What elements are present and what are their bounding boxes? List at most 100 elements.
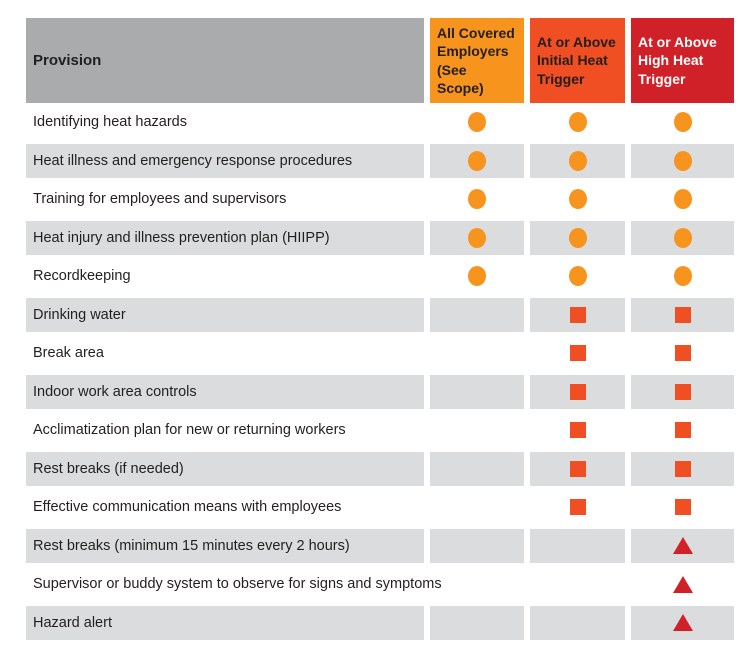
table-row: Acclimatization plan for new or returnin… [26,411,734,450]
circle-marker-icon [568,189,587,210]
circle-marker-icon [468,227,486,248]
provision-label: Heat illness and emergency response proc… [33,152,353,169]
table-row: Break area [26,334,734,373]
circle-marker-icon [568,266,587,287]
marker-cell [430,218,524,257]
marker-cell [631,334,734,373]
circle-marker-icon [568,150,587,171]
marker-cell [530,488,625,527]
square-marker-icon [569,383,586,400]
table-row: Indoor work area controls [26,372,734,411]
marker-cell [430,411,524,450]
square-marker-icon [569,422,586,439]
marker-cell [530,141,625,180]
marker-cell [631,411,734,450]
provision-label: Heat injury and illness prevention plan … [33,229,330,246]
marker-cell [430,334,524,373]
provision-label: Rest breaks (if needed) [33,460,184,477]
provision-cell: Break area [26,334,424,373]
provision-label: Hazard alert [33,614,112,631]
marker-cell [631,180,734,219]
marker-cell [530,565,625,604]
provision-cell: Acclimatization plan for new or returnin… [26,411,424,450]
provision-label: Recordkeeping [33,268,131,285]
header-col-label: At or Above Initial Heat Trigger [537,33,616,87]
marker-cell [631,141,734,180]
marker-cell [430,449,524,488]
table-row: Hazard alert [26,603,734,642]
square-marker-icon [674,383,691,400]
provision-label: Drinking water [33,306,126,323]
square-marker-icon [674,499,691,516]
marker-cell [631,218,734,257]
marker-cell [430,257,524,296]
provision-cell: Indoor work area controls [26,372,424,411]
provision-cell: Heat injury and illness prevention plan … [26,218,424,257]
table-row: Drinking water [26,295,734,334]
triangle-marker-icon [672,575,693,593]
circle-marker-icon [673,112,692,133]
table-row: Recordkeeping [26,257,734,296]
provision-label: Break area [33,345,104,362]
marker-cell [631,488,734,527]
marker-cell [430,488,524,527]
marker-cell [430,103,524,142]
square-marker-icon [569,460,586,477]
circle-marker-icon [468,112,486,133]
provision-cell: Drinking water [26,295,424,334]
table-row: Effective communication means with emplo… [26,488,734,527]
provision-label: Training for employees and supervisors [33,191,287,208]
square-marker-icon [674,345,691,362]
marker-cell [530,449,625,488]
table-header-row: Provision All Covered Employers (See Sco… [26,18,734,103]
header-col-initial-heat-trigger: At or Above Initial Heat Trigger [530,18,625,103]
marker-cell [530,411,625,450]
circle-marker-icon [673,189,692,210]
marker-cell [530,218,625,257]
circle-marker-icon [468,266,486,287]
provision-cell: Effective communication means with emplo… [26,488,424,527]
circle-marker-icon [673,227,692,248]
marker-cell [430,526,524,565]
provision-label: Effective communication means with emplo… [33,499,342,516]
marker-cell [530,603,625,642]
square-marker-icon [674,422,691,439]
square-marker-icon [569,306,586,323]
marker-cell [530,103,625,142]
provision-label: Supervisor or buddy system to observe fo… [33,576,442,593]
marker-cell [631,257,734,296]
marker-cell [631,603,734,642]
marker-cell [631,103,734,142]
marker-cell [530,334,625,373]
marker-cell [631,372,734,411]
marker-cell [631,526,734,565]
marker-cell [430,565,524,604]
marker-cell [530,180,625,219]
square-marker-icon [569,499,586,516]
provision-cell: Heat illness and emergency response proc… [26,141,424,180]
marker-cell [530,295,625,334]
marker-cell [530,526,625,565]
marker-cell [430,180,524,219]
circle-marker-icon [568,112,587,133]
provision-cell: Recordkeeping [26,257,424,296]
header-col-high-heat-trigger: At or Above High Heat Trigger [631,18,734,103]
table-row: Heat illness and emergency response proc… [26,141,734,180]
triangle-marker-icon [672,537,693,555]
provision-header-cell: Provision [26,18,424,103]
marker-cell [430,295,524,334]
circle-marker-icon [468,150,486,171]
circle-marker-icon [568,227,587,248]
provision-cell: Supervisor or buddy system to observe fo… [26,565,442,604]
circle-marker-icon [468,189,486,210]
header-col-label: At or Above High Heat Trigger [638,33,717,87]
marker-cell [631,449,734,488]
table-row: Rest breaks (if needed) [26,449,734,488]
table-row: Supervisor or buddy system to observe fo… [26,565,734,604]
provision-label: Indoor work area controls [33,383,197,400]
header-col-label: All Covered Employers (See Scope) [437,24,515,96]
square-marker-icon [674,306,691,323]
marker-cell [530,372,625,411]
provisions-table: Provision All Covered Employers (See Sco… [26,18,734,642]
